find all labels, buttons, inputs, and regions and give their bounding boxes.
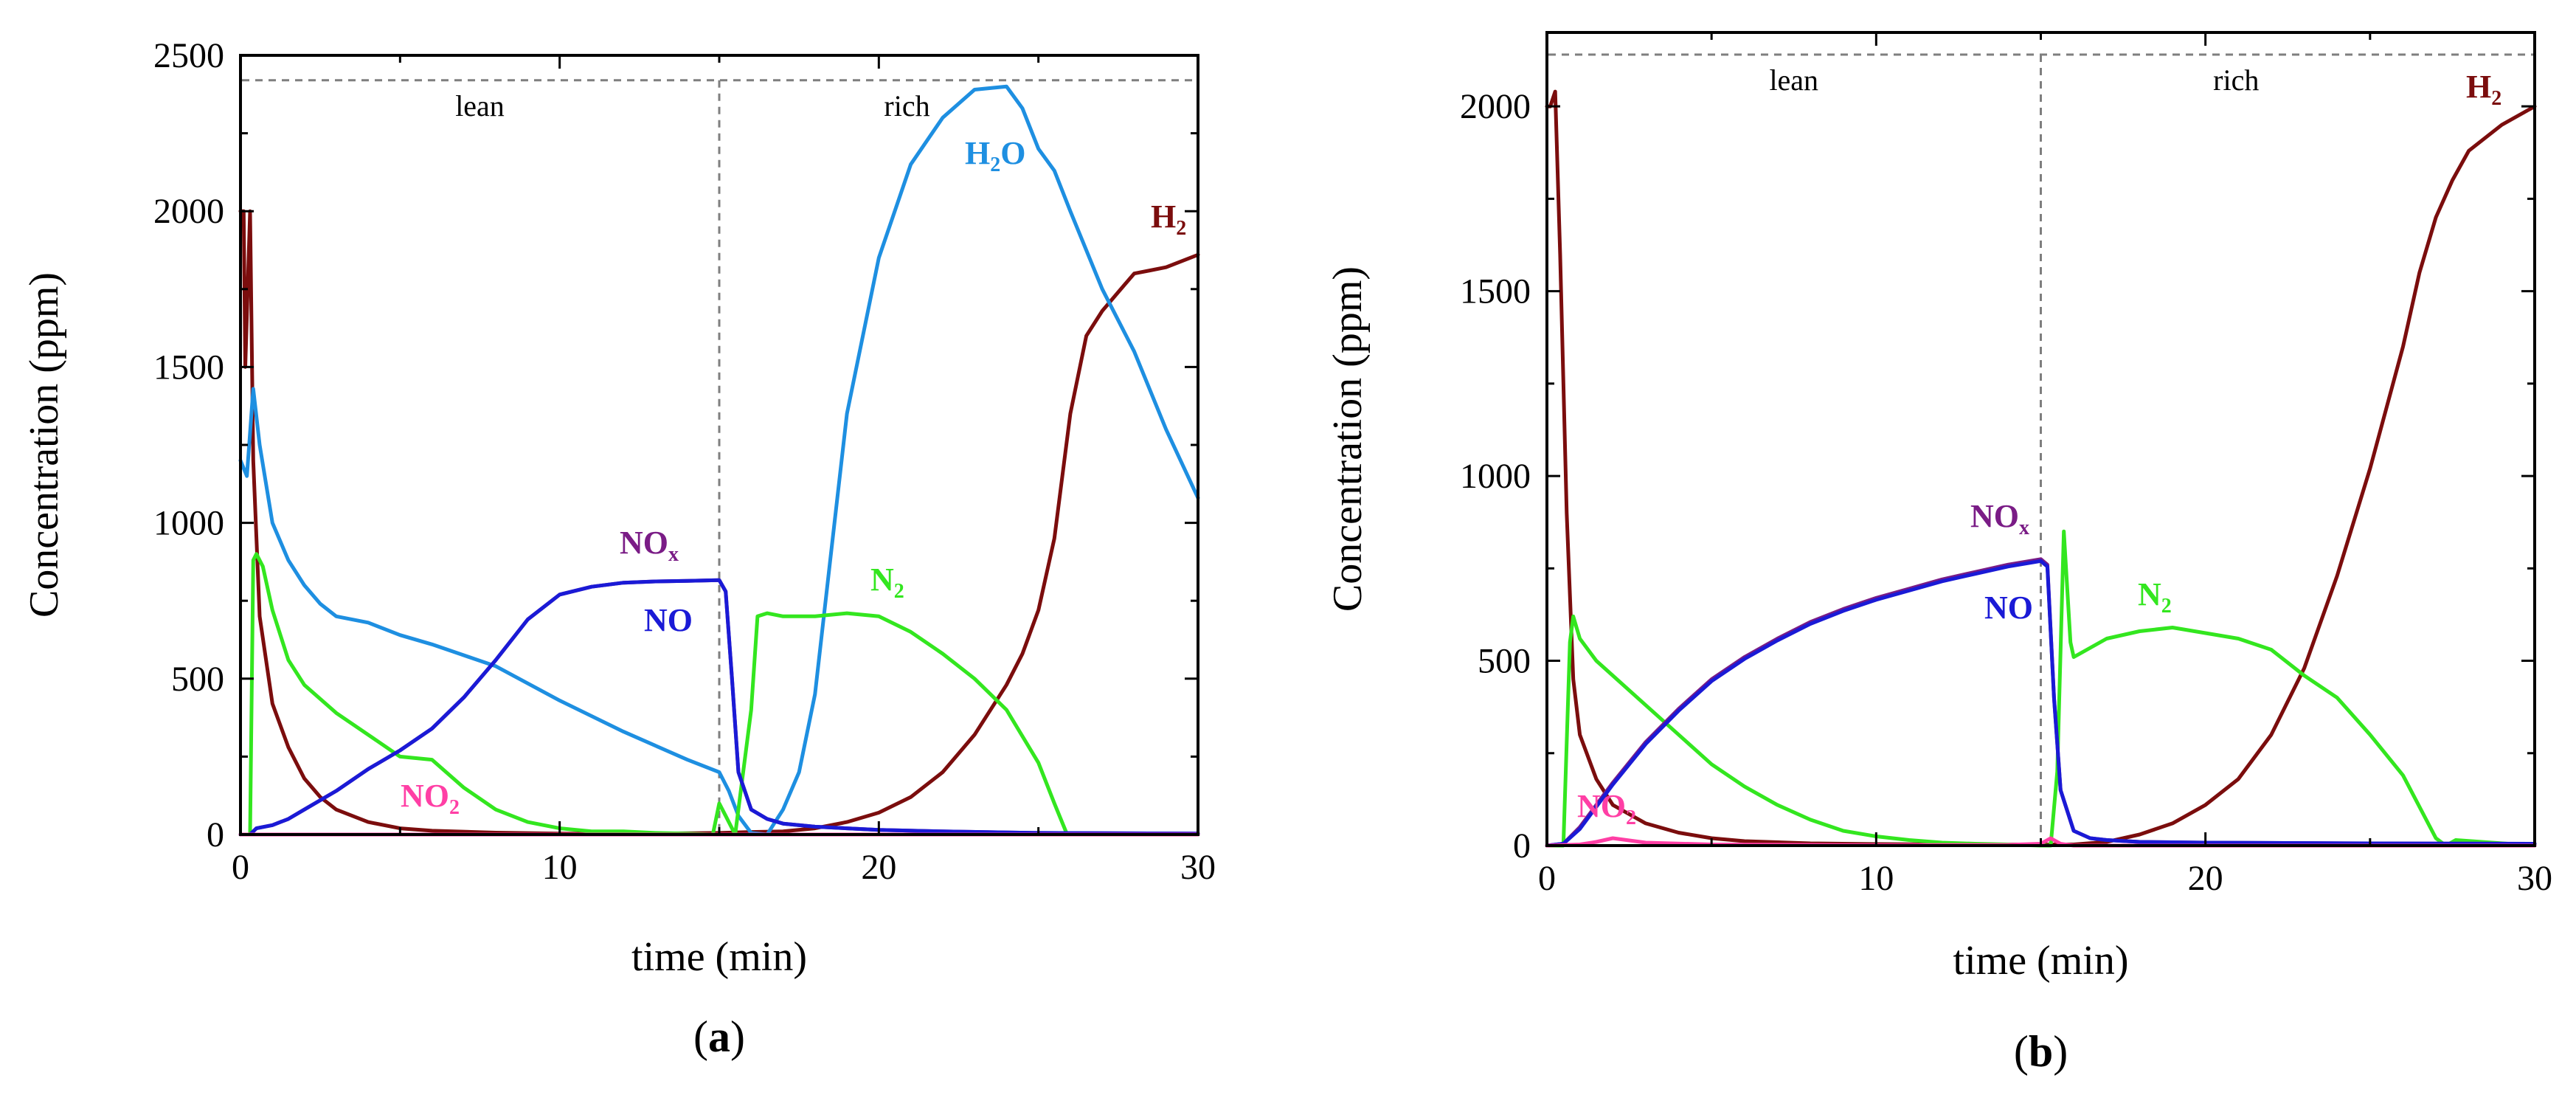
- series-line-NO: [1545, 559, 2537, 848]
- series-label-subscript: 2: [990, 153, 1000, 176]
- y-tick-label: 2500: [153, 36, 224, 75]
- y-tick-label: 500: [1478, 642, 1531, 681]
- x-tick-label: 10: [1858, 859, 1894, 898]
- y-tick-label: 0: [1513, 826, 1531, 866]
- x-tick-label: 20: [861, 848, 896, 887]
- phase-label-rich: rich: [884, 89, 929, 122]
- phase-label-rich: rich: [2213, 63, 2259, 97]
- series-line-NO: [238, 578, 1200, 837]
- x-tick-label: 0: [1538, 859, 1556, 898]
- y-axis-title: Concentration (ppm): [21, 272, 67, 618]
- panel-caption-open: (: [2014, 1027, 2029, 1076]
- y-tick-label: 500: [171, 660, 224, 699]
- y-tick-label: 1000: [153, 504, 224, 543]
- x-tick-label: 0: [232, 848, 249, 887]
- y-tick-label: 2000: [153, 192, 224, 231]
- panel-caption-letter: a: [708, 1012, 730, 1061]
- series-label-subscript: 2: [1176, 217, 1186, 240]
- series-label-NO: NO: [1984, 590, 2033, 626]
- series-label-subscript: x: [668, 543, 679, 566]
- series-label-NOx: NOx: [1970, 498, 2029, 539]
- series-label-N2: N2: [870, 562, 904, 603]
- series-label-NOx: NOx: [620, 525, 679, 566]
- series-label-suffix: O: [1000, 135, 1025, 171]
- panel-caption-open: (: [693, 1012, 708, 1061]
- y-tick-label: 0: [207, 815, 224, 854]
- panel-caption-letter: b: [2029, 1027, 2053, 1076]
- series-label-NO: NO: [644, 602, 693, 638]
- y-tick-label: 1500: [153, 348, 224, 387]
- y-tick-label: 2000: [1460, 87, 1531, 126]
- series-label-subscript: 2: [2491, 87, 2501, 110]
- series-label-main: NO: [620, 525, 668, 561]
- panel-caption-close: ): [2053, 1027, 2068, 1076]
- series-label-main: NO: [1984, 590, 2033, 626]
- series-label-H2: H2: [2466, 69, 2501, 110]
- x-tick-label: 30: [1180, 848, 1216, 887]
- y-tick-label: 1500: [1460, 272, 1531, 311]
- series-label-main: NO: [401, 778, 449, 814]
- series-label-subscript: x: [2019, 517, 2029, 539]
- series-label-main: H: [2466, 69, 2491, 105]
- x-axis-title: time (min): [631, 934, 807, 980]
- series-label-H2: H2: [1151, 198, 1186, 240]
- series-label-main: NO: [1577, 788, 1626, 824]
- series-label-NO2: NO2: [401, 778, 460, 819]
- x-tick-label: 10: [542, 848, 578, 887]
- series-label-H2O: H2O: [965, 135, 1025, 176]
- y-tick-label: 1000: [1460, 457, 1531, 496]
- x-axis-title: time (min): [1953, 938, 2129, 984]
- series-label-main: H: [965, 135, 990, 171]
- phase-label-lean: lean: [1769, 63, 1818, 97]
- series-label-subscript: 2: [894, 580, 904, 603]
- series-label-subscript: 2: [449, 796, 460, 819]
- panel-caption: (b): [2014, 1027, 2068, 1076]
- series-label-main: N: [870, 562, 894, 598]
- phase-label-lean: lean: [455, 89, 505, 122]
- series-label-subscript: 2: [1626, 806, 1636, 829]
- y-axis-title: Concentration (ppm): [1325, 266, 1371, 612]
- x-tick-label: 20: [2188, 859, 2223, 898]
- panel-caption-close: ): [730, 1012, 745, 1061]
- x-tick-label: 30: [2517, 859, 2552, 898]
- series-label-main: H: [1151, 198, 1176, 235]
- series-label-main: N: [2138, 576, 2161, 612]
- series-label-main: NO: [1970, 498, 2019, 534]
- series-label-subscript: 2: [2161, 595, 2172, 618]
- panel-caption: (a): [693, 1012, 745, 1061]
- series-label-main: NO: [644, 602, 693, 638]
- series-label-N2: N2: [2138, 576, 2172, 618]
- series-label-NO2: NO2: [1577, 788, 1636, 829]
